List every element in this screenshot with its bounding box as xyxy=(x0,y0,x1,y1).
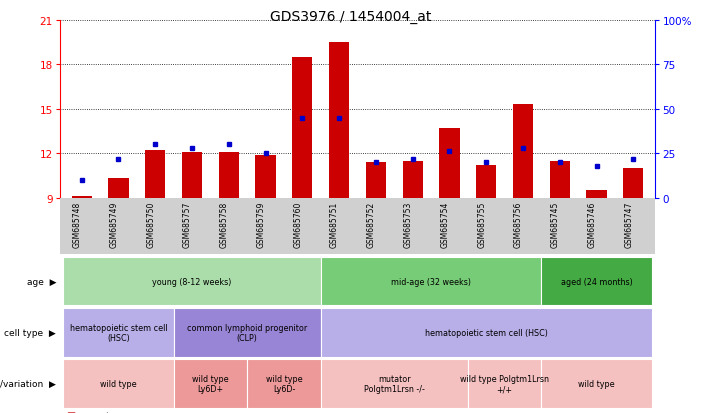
Bar xyxy=(476,166,496,198)
Text: GSM685749: GSM685749 xyxy=(109,201,118,247)
Text: common lymphoid progenitor
(CLP): common lymphoid progenitor (CLP) xyxy=(187,323,307,342)
Bar xyxy=(72,197,92,198)
Bar xyxy=(550,161,570,198)
Text: hematopoietic stem cell
(HSC): hematopoietic stem cell (HSC) xyxy=(69,323,168,342)
Text: GSM685757: GSM685757 xyxy=(183,201,192,247)
Text: young (8-12 weeks): young (8-12 weeks) xyxy=(152,277,232,286)
Bar xyxy=(219,152,239,198)
Text: wild type
Ly6D-: wild type Ly6D- xyxy=(266,374,302,393)
Text: GSM685755: GSM685755 xyxy=(477,201,486,247)
Text: GSM685748: GSM685748 xyxy=(73,201,81,247)
Bar xyxy=(145,151,165,198)
Bar xyxy=(329,43,349,198)
Text: count: count xyxy=(84,411,110,413)
Bar xyxy=(587,191,606,198)
Text: aged (24 months): aged (24 months) xyxy=(561,277,632,286)
Bar xyxy=(255,155,275,198)
Text: cell type  ▶: cell type ▶ xyxy=(4,328,56,337)
Bar xyxy=(623,169,644,198)
Text: GSM685760: GSM685760 xyxy=(293,201,302,247)
Text: mid-age (32 weeks): mid-age (32 weeks) xyxy=(391,277,471,286)
Text: wild type: wild type xyxy=(578,379,615,388)
Text: GDS3976 / 1454004_at: GDS3976 / 1454004_at xyxy=(270,10,431,24)
Text: GSM685751: GSM685751 xyxy=(330,201,339,247)
Bar xyxy=(513,105,533,198)
Text: mutator
Polgtm1Lrsn -/-: mutator Polgtm1Lrsn -/- xyxy=(364,374,425,393)
Text: wild type: wild type xyxy=(100,379,137,388)
Text: GSM685753: GSM685753 xyxy=(404,201,413,247)
Text: GSM685750: GSM685750 xyxy=(147,201,155,247)
Text: ■: ■ xyxy=(67,411,76,413)
Text: age  ▶: age ▶ xyxy=(27,277,56,286)
Bar xyxy=(182,152,202,198)
Bar xyxy=(109,179,128,198)
Bar xyxy=(292,58,313,198)
Text: wild type
Ly6D+: wild type Ly6D+ xyxy=(192,374,229,393)
Text: GSM685746: GSM685746 xyxy=(587,201,597,247)
Text: GSM685752: GSM685752 xyxy=(367,201,376,247)
Text: wild type Polgtm1Lrsn
+/+: wild type Polgtm1Lrsn +/+ xyxy=(460,374,549,393)
Bar xyxy=(440,129,460,198)
Text: GSM685759: GSM685759 xyxy=(257,201,266,247)
Text: genotype/variation  ▶: genotype/variation ▶ xyxy=(0,379,56,388)
Text: GSM685747: GSM685747 xyxy=(625,201,634,247)
Bar xyxy=(366,163,386,198)
Text: GSM685745: GSM685745 xyxy=(551,201,560,247)
Text: hematopoietic stem cell (HSC): hematopoietic stem cell (HSC) xyxy=(425,328,547,337)
Text: GSM685758: GSM685758 xyxy=(220,201,229,247)
Bar xyxy=(402,161,423,198)
Text: GSM685754: GSM685754 xyxy=(440,201,449,247)
Text: GSM685756: GSM685756 xyxy=(514,201,523,247)
